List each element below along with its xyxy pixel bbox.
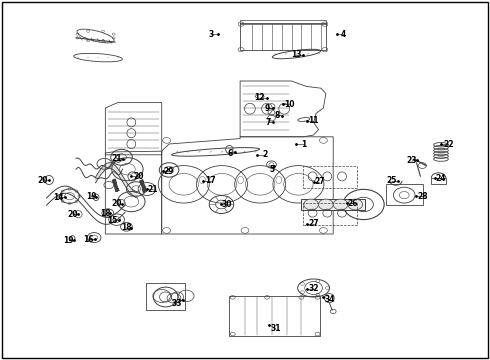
Text: 12: 12 [254,94,265,103]
Text: 31: 31 [270,324,281,333]
Text: 27: 27 [308,220,319,229]
Text: 26: 26 [347,199,358,208]
Text: 1: 1 [301,140,306,149]
Text: 19: 19 [63,236,74,245]
Text: 17: 17 [205,176,216,185]
Circle shape [333,199,348,210]
Polygon shape [96,163,137,197]
Bar [303,203,357,225]
Text: 7: 7 [266,118,271,127]
Bar [146,283,185,310]
Bar [431,178,446,184]
Bar [386,184,423,205]
Text: 29: 29 [164,166,174,176]
Bar [303,166,357,188]
Text: 20: 20 [111,199,122,208]
Text: 15: 15 [107,216,118,225]
Text: 32: 32 [308,284,319,293]
Text: 13: 13 [291,50,302,59]
Circle shape [318,199,333,210]
Text: 20: 20 [67,210,78,219]
Text: 33: 33 [171,299,182,307]
Circle shape [304,199,318,210]
Text: 4: 4 [341,30,345,39]
Text: 23: 23 [406,156,417,165]
Text: 6: 6 [228,149,233,158]
Text: 5: 5 [270,165,274,174]
Text: 3: 3 [208,30,213,39]
Text: 8: 8 [274,111,279,120]
Text: 21: 21 [147,185,158,194]
Text: 30: 30 [221,200,232,209]
Text: 10: 10 [284,100,294,109]
Bar [301,199,365,210]
Text: 21: 21 [111,154,122,163]
Text: 25: 25 [387,176,397,185]
Text: 27: 27 [314,177,325,186]
Text: 14: 14 [53,193,64,202]
Bar [229,296,320,336]
Text: 20: 20 [38,176,49,185]
Text: 20: 20 [133,172,144,181]
Text: 24: 24 [436,174,446,183]
Text: 9: 9 [265,104,270,113]
Text: 11: 11 [308,116,319,125]
Circle shape [348,199,363,210]
Text: 18: 18 [100,209,111,217]
Text: 22: 22 [443,140,454,149]
Bar [240,20,326,24]
Bar [240,23,326,50]
Text: 19: 19 [86,192,97,201]
Text: 28: 28 [417,192,428,201]
Text: 18: 18 [121,223,132,232]
Text: 34: 34 [324,295,335,304]
Text: 16: 16 [83,235,94,244]
Text: 2: 2 [262,150,267,159]
